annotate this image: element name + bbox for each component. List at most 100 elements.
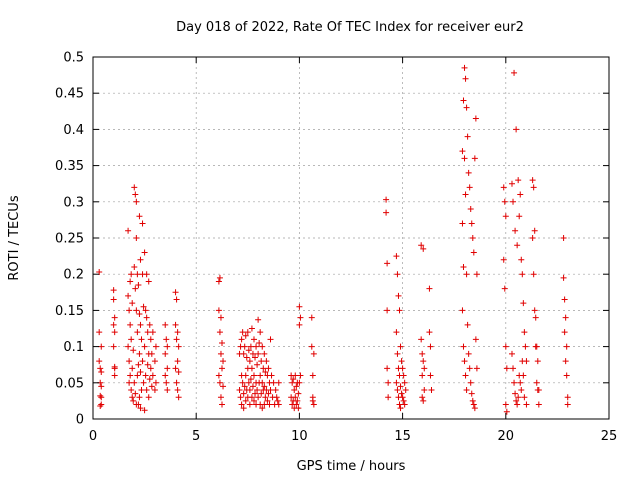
data-point [250,336,257,343]
data-point [131,379,138,386]
data-point [519,271,526,278]
data-point [173,296,180,303]
data-point [502,213,509,220]
data-point [173,379,180,386]
y-tick-label: 0.25 [55,232,84,247]
data-point [249,383,256,390]
data-point [295,405,302,412]
data-point [255,316,262,323]
data-point [419,394,426,401]
data-point [523,358,530,365]
data-point [146,376,153,383]
data-point [265,365,272,372]
data-point [140,303,147,310]
data-point [261,401,268,408]
data-point [472,336,479,343]
data-point [503,365,510,372]
x-axis-label: GPS time / hours [297,459,406,474]
data-point [523,401,530,408]
data-point [466,184,473,191]
data-point [215,307,222,314]
data-point [143,314,150,321]
data-point [128,387,135,394]
x-tick-label: 0 [89,429,97,444]
data-point [258,390,265,397]
data-point [531,307,538,314]
data-point [394,271,401,278]
data-point [129,300,136,307]
x-tick-labels: 0 5 10 15 20 25 [89,429,617,444]
data-point [144,361,151,368]
data-point [125,343,132,350]
data-point [503,408,510,415]
data-point [293,383,300,390]
data-point [400,372,407,379]
data-point [258,358,265,365]
data-point [110,296,117,303]
data-point [426,285,433,292]
data-point [262,368,269,375]
data-point [401,401,408,408]
data-point [462,75,469,82]
data-point [511,69,518,76]
data-point [532,314,539,321]
data-point [96,269,103,276]
data-point [289,379,296,386]
data-point [164,387,171,394]
data-point [468,220,475,227]
data-point [242,397,249,404]
data-point [132,390,139,397]
data-point [259,343,266,350]
data-point [394,387,401,394]
data-point [261,350,268,357]
data-point [428,387,435,394]
x-tick-label: 10 [291,429,308,444]
data-point [310,350,317,357]
data-point [512,227,519,234]
data-point [128,336,135,343]
x-tick-label: 5 [192,429,200,444]
data-point [564,394,571,401]
data-point [139,358,146,365]
data-point [125,227,132,234]
data-point [421,365,428,372]
data-point [136,213,143,220]
data-point [471,405,478,412]
data-point [530,184,537,191]
data-point [459,307,466,314]
data-point [138,387,145,394]
data-point [174,329,181,336]
data-point [130,347,137,354]
data-point [163,336,170,343]
data-point [135,282,142,289]
data-point [217,350,224,357]
data-point [420,358,427,365]
data-point [292,372,299,379]
data-point [111,314,118,321]
data-point [394,350,401,357]
data-point [98,383,105,390]
data-point [247,376,254,383]
data-point [219,339,225,346]
data-point [515,394,522,401]
data-point [164,343,171,350]
data-point [129,394,136,401]
data-point [517,191,524,198]
data-point [141,407,148,414]
data-point [534,358,541,365]
data-point [242,332,249,339]
data-point [175,368,182,375]
data-point [139,220,146,227]
data-point [295,390,302,397]
data-point [562,358,569,365]
data-point [501,198,508,205]
data-point [246,401,253,408]
data-point [472,115,479,122]
data-point [419,350,426,357]
data-point [137,256,144,263]
data-point [263,358,270,365]
data-point [508,350,515,357]
data-point [255,350,262,357]
data-point [238,336,245,343]
data-point [140,379,147,386]
